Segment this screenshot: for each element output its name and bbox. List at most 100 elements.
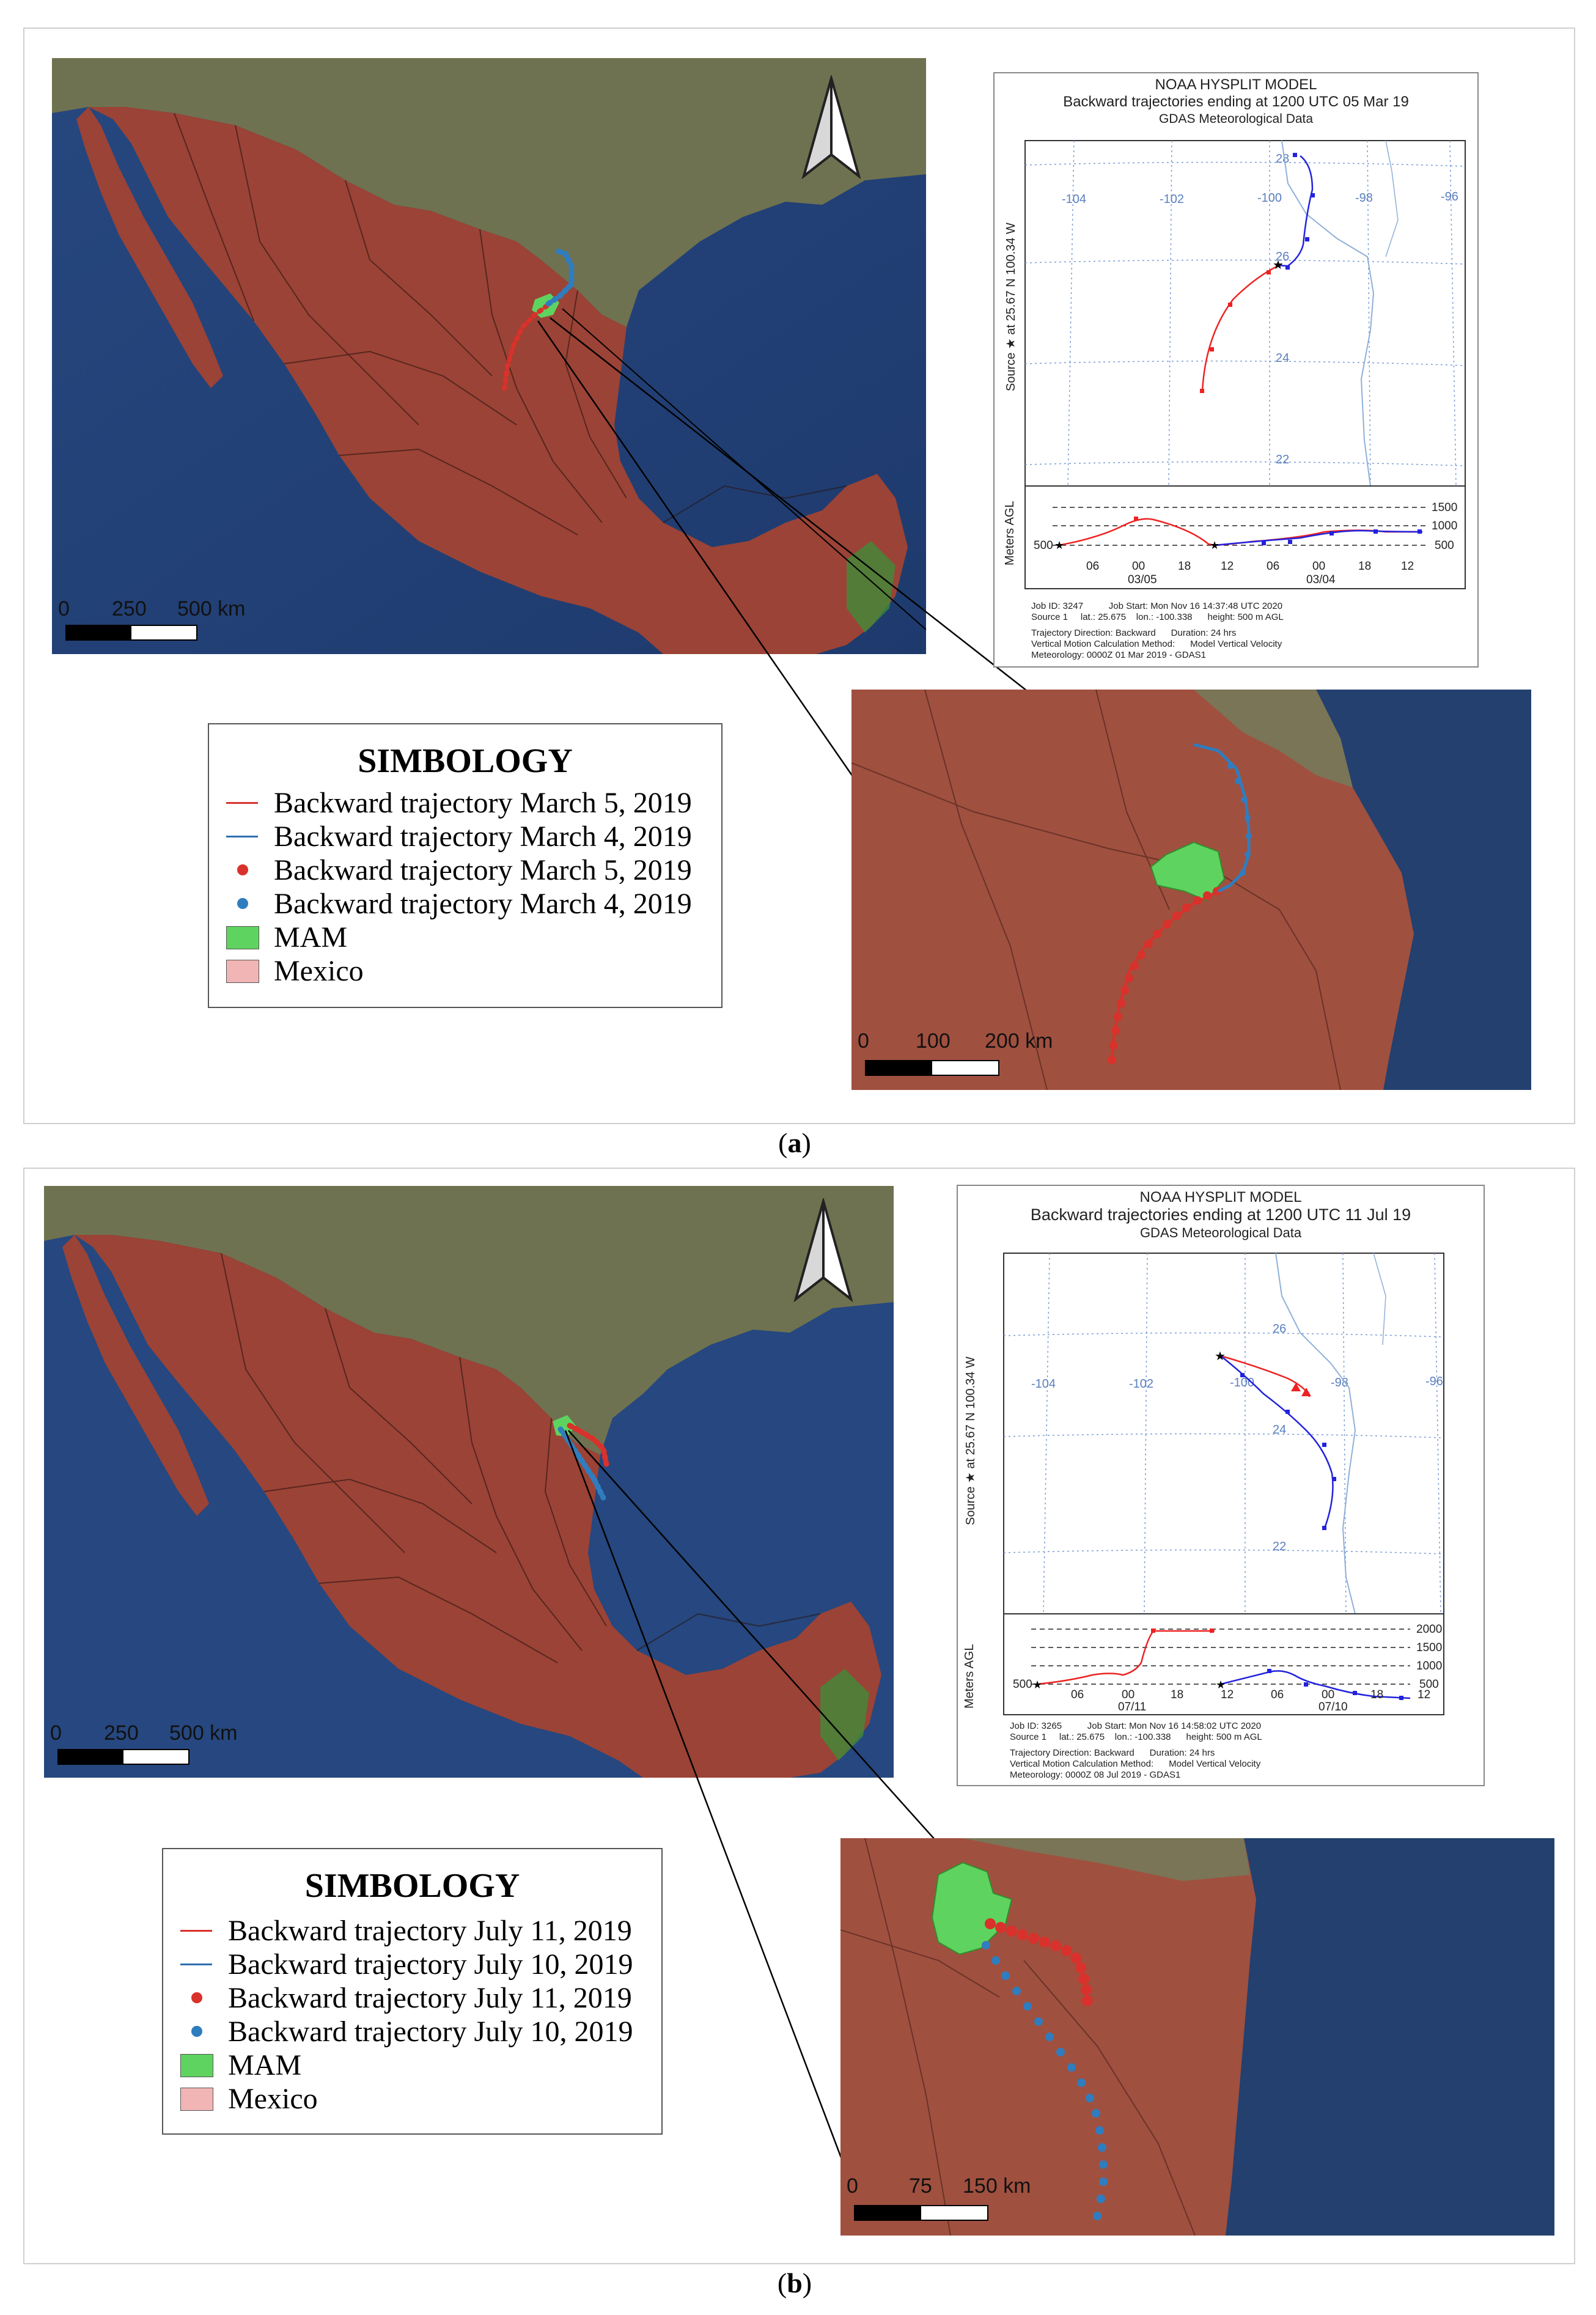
time-tick-7: 12 <box>1418 1688 1430 1701</box>
scale-segment-black <box>65 625 133 641</box>
legend-label: Mexico <box>274 954 364 987</box>
north-arrow-icon <box>793 1198 853 1302</box>
legend-item-red-line: Backward trajectory March 5, 2019 <box>221 786 692 820</box>
legend-b: SIMBOLOGY Backward trajectory July 11, 2… <box>162 1848 663 2135</box>
legend-title: SIMBOLOGY <box>304 1867 520 1905</box>
time-tick-2: 18 <box>1171 1688 1183 1701</box>
hysplit-footer-4: Meteorology: 0000Z 01 Mar 2019 - GDAS1 <box>1031 650 1206 660</box>
hysplit-footer-2: Trajectory Direction: Backward Duration:… <box>1010 1748 1215 1758</box>
time-tick-3: 12 <box>1221 560 1234 573</box>
lon-label-96: -96 <box>1441 190 1458 204</box>
legend-title: SIMBOLOGY <box>358 742 573 780</box>
main-map-b: 0 250 500 km <box>44 1186 894 1778</box>
height-left-500: 500 <box>1034 539 1053 552</box>
height-left-500: 500 <box>1013 1678 1032 1691</box>
north-arrow-icon <box>801 75 861 179</box>
lat-label-24: 24 <box>1276 351 1289 365</box>
caption-a: (a) <box>778 1127 811 1158</box>
legend-label: Backward trajectory March 5, 2019 <box>274 786 692 819</box>
date-label-1: 03/04 <box>1306 573 1336 586</box>
legend-label: Backward trajectory July 11, 2019 <box>228 1914 632 1947</box>
lat-label-26: 26 <box>1276 250 1289 263</box>
height-level-500: 500 <box>1435 539 1454 552</box>
scale-segment-white <box>920 2205 988 2221</box>
hysplit-footer-0: Job ID: 3265 Job Start: Mon Nov 16 14:58… <box>1010 1721 1262 1731</box>
legend-item-mam: MAM <box>175 2048 301 2082</box>
legend-label: MAM <box>228 2048 302 2081</box>
time-tick-2: 18 <box>1178 560 1191 573</box>
hysplit-footer-0: Job ID: 3247 Job Start: Mon Nov 16 14:37… <box>1031 601 1283 611</box>
scale-label-0: 0 <box>858 1029 869 1053</box>
zoom-scale-bar-a: 0 100 200 km <box>858 1029 1059 1084</box>
scale-label-max: 200 km <box>985 1029 1053 1053</box>
svg-text:★: ★ <box>1215 1350 1226 1363</box>
scale-segment-white <box>122 1749 189 1765</box>
lon-label-100: -100 <box>1230 1376 1254 1389</box>
hysplit-plot-b: NOAA HYSPLIT MODEL Backward trajectories… <box>957 1185 1485 1786</box>
height-level-1000: 1000 <box>1416 1660 1442 1673</box>
hysplit-title-line-3: GDAS Meteorological Data <box>1158 112 1314 126</box>
lon-label-104: -104 <box>1062 193 1086 206</box>
scale-label-0: 0 <box>847 2174 858 2198</box>
legend-item-red-dot: Backward trajectory March 5, 2019 <box>221 853 692 887</box>
scale-label-max: 150 km <box>963 2174 1031 2198</box>
lon-label-104: -104 <box>1031 1377 1056 1391</box>
time-tick-5: 00 <box>1322 1688 1334 1701</box>
lat-label-22: 22 <box>1276 453 1289 466</box>
callout-lines-b <box>564 1430 936 2165</box>
hysplit-footer-1: Source 1 lat.: 25.675 lon.: -100.338 hei… <box>1010 1732 1262 1742</box>
legend-item-blue-line: Backward trajectory March 4, 2019 <box>221 819 692 853</box>
zoom-map-b: 0 75 150 km <box>840 1838 1554 2236</box>
time-tick-7: 12 <box>1401 560 1414 573</box>
scale-label-max: 500 km <box>177 597 246 620</box>
scale-label-mid: 75 <box>909 2174 932 2198</box>
legend-item-blue-dot: Backward trajectory March 4, 2019 <box>221 886 692 921</box>
svg-text:★: ★ <box>1032 1679 1042 1691</box>
date-label-1: 07/10 <box>1318 1701 1348 1713</box>
lon-label-96: -96 <box>1425 1375 1443 1388</box>
hysplit-title-line-3: GDAS Meteorological Data <box>1139 1225 1302 1240</box>
legend-item-blue-dot: Backward trajectory July 10, 2019 <box>175 2014 633 2048</box>
legend-item-red-dot: Backward trajectory July 11, 2019 <box>175 1981 632 2015</box>
time-tick-0: 06 <box>1071 1688 1084 1701</box>
lon-label-102: -102 <box>1160 193 1184 206</box>
scale-segment-black <box>854 2205 922 2221</box>
hysplit-title-line-1: NOAA HYSPLIT MODEL <box>1155 76 1317 93</box>
lat-label-22: 22 <box>1273 1540 1286 1553</box>
svg-text:★: ★ <box>1054 539 1064 551</box>
time-tick-6: 18 <box>1370 1688 1383 1701</box>
legend-item-mexico: Mexico <box>221 954 364 988</box>
time-tick-1: 00 <box>1122 1688 1134 1701</box>
scale-label-mid: 250 <box>104 1721 139 1745</box>
main-scale-bar-a: 0 250 500 km <box>58 597 246 646</box>
height-level-500: 500 <box>1419 1678 1439 1691</box>
legend-item-mexico: Mexico <box>175 2081 318 2116</box>
svg-text:★: ★ <box>1216 1679 1226 1691</box>
zoom-scale-bar-b: 0 75 150 km <box>847 2174 1048 2229</box>
lon-label-98: -98 <box>1331 1376 1348 1389</box>
scale-segment-black <box>865 1060 933 1076</box>
hysplit-footer-2: Trajectory Direction: Backward Duration:… <box>1031 628 1237 638</box>
time-tick-0: 06 <box>1086 560 1099 573</box>
scale-segment-white <box>931 1060 999 1076</box>
lat-label-24: 24 <box>1273 1423 1286 1437</box>
hysplit-title-line-1: NOAA HYSPLIT MODEL <box>1139 1189 1302 1205</box>
legend-a: SIMBOLOGY Backward trajectory March 5, 2… <box>208 723 723 1008</box>
scale-label-0: 0 <box>58 597 70 620</box>
zoom-map-a: 0 100 200 km <box>851 690 1531 1090</box>
hysplit-footer-3: Vertical Motion Calculation Method: Mode… <box>1010 1759 1261 1769</box>
legend-label: MAM <box>274 921 348 954</box>
legend-label: Backward trajectory July 10, 2019 <box>228 1948 633 1981</box>
legend-label: Backward trajectory March 5, 2019 <box>274 853 692 886</box>
lon-label-98: -98 <box>1355 191 1373 205</box>
scale-label-0: 0 <box>50 1721 62 1745</box>
hysplit-title-line-2: Backward trajectories ending at 1200 UTC… <box>1063 94 1409 110</box>
time-tick-1: 00 <box>1132 560 1145 573</box>
time-tick-6: 18 <box>1358 560 1371 573</box>
scale-label-mid: 250 <box>112 597 147 620</box>
time-tick-5: 00 <box>1312 560 1325 573</box>
lon-label-100: -100 <box>1257 191 1282 205</box>
callout-lines-a <box>537 317 1028 777</box>
height-level-1500: 1500 <box>1432 501 1457 514</box>
hysplit-title-line-2: Backward trajectories ending at 1200 UTC… <box>1030 1205 1411 1224</box>
